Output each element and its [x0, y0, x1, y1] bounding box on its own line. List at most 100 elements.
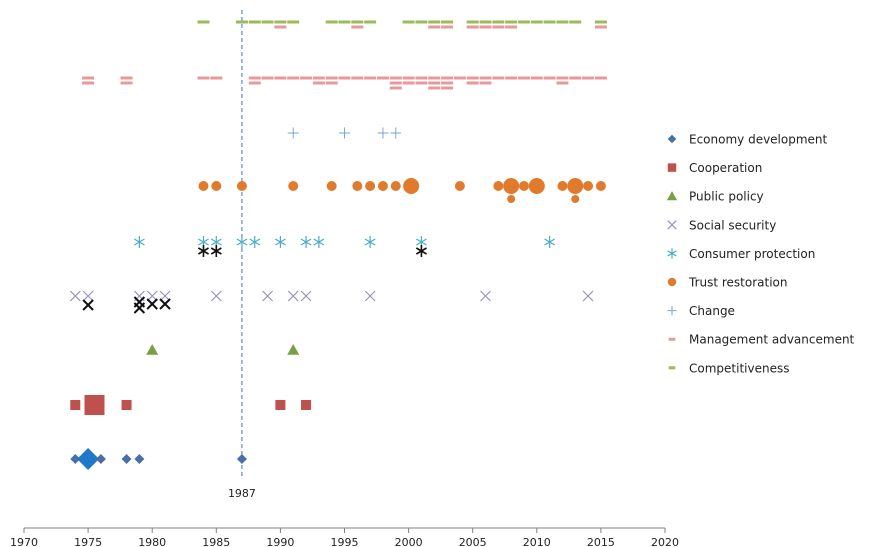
data-point	[351, 76, 364, 80]
legend-swatch	[667, 220, 677, 230]
x-tick-label: 1990	[266, 536, 294, 547]
data-point	[528, 178, 545, 194]
data-point	[287, 344, 300, 355]
legend-item-competitiveness: Competitiveness	[668, 361, 789, 375]
data-point	[556, 81, 569, 85]
data-point	[389, 76, 402, 80]
data-point	[82, 76, 95, 80]
data-point	[492, 25, 505, 29]
legend-label: Competitiveness	[689, 361, 789, 375]
data-point	[120, 81, 133, 85]
data-point	[261, 20, 274, 24]
data-point	[121, 454, 132, 464]
series-management-advancement	[82, 76, 607, 90]
data-point	[428, 86, 441, 90]
legend-swatch	[667, 305, 677, 316]
series-consumer-protection	[133, 236, 556, 257]
data-point	[530, 20, 543, 24]
data-point	[351, 20, 364, 24]
series-change	[287, 127, 402, 139]
data-point	[274, 25, 287, 29]
data-point	[249, 236, 261, 248]
legend-item-management-advancement: Management advancement	[668, 333, 855, 347]
data-point	[352, 181, 363, 191]
data-point	[312, 76, 325, 80]
data-point	[235, 20, 248, 24]
data-point	[210, 290, 222, 302]
data-point	[121, 400, 132, 410]
annotation-label: 1987	[228, 487, 256, 500]
data-point	[403, 178, 420, 194]
data-point	[517, 20, 530, 24]
data-point	[569, 76, 582, 80]
data-point	[479, 76, 492, 80]
data-point	[530, 76, 543, 80]
legend-label: Cooperation	[689, 161, 762, 175]
data-point	[390, 127, 402, 139]
data-point	[248, 81, 261, 85]
legend-swatch	[667, 163, 677, 172]
data-point	[507, 195, 516, 203]
data-point	[70, 400, 81, 410]
data-point	[301, 400, 312, 410]
data-point	[492, 20, 505, 24]
data-point	[441, 76, 454, 80]
plot-area: 1987	[69, 10, 607, 500]
series-trust-restoration	[198, 178, 606, 203]
data-point	[197, 245, 209, 257]
data-point	[441, 81, 454, 85]
legend-swatch	[668, 366, 676, 370]
data-point	[325, 76, 338, 80]
series-competitiveness	[197, 20, 607, 29]
data-point	[300, 236, 312, 248]
data-point	[402, 81, 415, 85]
legend-item-economy-development: Economy development	[667, 133, 828, 147]
legend-item-public-policy: Public policy	[666, 190, 764, 204]
data-point	[543, 76, 556, 80]
data-point	[492, 76, 505, 80]
data-point	[325, 81, 338, 85]
legend-swatch	[666, 191, 678, 201]
data-point	[571, 195, 580, 203]
data-point	[505, 20, 518, 24]
data-point	[325, 20, 338, 24]
data-point	[493, 181, 504, 191]
data-point	[236, 454, 247, 464]
data-point	[77, 448, 100, 470]
data-point	[569, 20, 582, 24]
x-tick-label: 2005	[459, 536, 487, 547]
data-point	[390, 181, 401, 191]
data-point	[210, 76, 223, 80]
data-point	[376, 76, 389, 80]
x-tick-label: 1980	[138, 536, 166, 547]
data-point	[479, 25, 492, 29]
data-point	[339, 127, 350, 139]
data-point	[338, 20, 351, 24]
series-public-policy	[146, 344, 300, 355]
data-point	[287, 20, 300, 24]
data-point	[70, 454, 81, 464]
data-point	[300, 290, 312, 302]
data-point	[582, 290, 594, 302]
data-point	[82, 290, 94, 302]
data-point	[389, 81, 402, 85]
series-social-security	[69, 290, 594, 314]
data-point	[544, 236, 556, 248]
data-point	[415, 81, 428, 85]
data-point	[365, 181, 376, 191]
legend-label: Economy development	[689, 133, 828, 147]
data-point	[505, 76, 518, 80]
data-point	[274, 20, 287, 24]
data-point	[300, 76, 313, 80]
data-point	[287, 76, 300, 80]
data-point	[364, 290, 376, 302]
data-point	[133, 236, 145, 248]
legend: Economy development Cooperation Public pol…	[666, 133, 855, 375]
data-point	[441, 25, 454, 29]
data-point	[441, 86, 454, 90]
x-tick-label: 2010	[523, 536, 551, 547]
data-point	[198, 181, 209, 191]
data-point	[312, 81, 325, 85]
data-point	[479, 81, 492, 85]
